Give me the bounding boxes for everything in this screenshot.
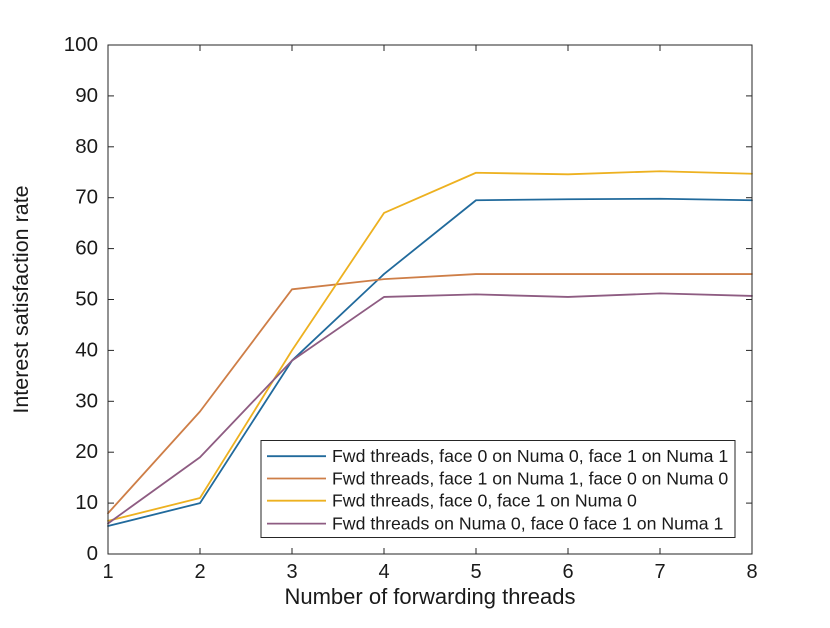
svg-text:2: 2 [194, 561, 205, 583]
svg-text:1: 1 [102, 561, 113, 583]
svg-text:0: 0 [87, 542, 98, 565]
svg-text:6: 6 [562, 561, 573, 583]
svg-text:70: 70 [75, 186, 98, 209]
svg-text:20: 20 [75, 440, 98, 463]
svg-text:100: 100 [64, 33, 98, 56]
svg-text:5: 5 [470, 561, 481, 583]
svg-text:4: 4 [378, 561, 389, 583]
svg-text:90: 90 [75, 84, 98, 107]
svg-text:40: 40 [75, 338, 98, 361]
svg-text:Number of forwarding threads: Number of forwarding threads [284, 584, 575, 609]
svg-text:30: 30 [75, 389, 98, 412]
svg-text:Fwd threads, face 0, face 1 on: Fwd threads, face 0, face 1 on Numa 0 [332, 491, 637, 511]
svg-text:Fwd threads, face 0 on Numa 0,: Fwd threads, face 0 on Numa 0, face 1 on… [332, 446, 728, 466]
svg-text:Interest satisfaction rate: Interest satisfaction rate [9, 185, 33, 413]
svg-text:Fwd threads, face 1 on Numa 1,: Fwd threads, face 1 on Numa 1, face 0 on… [332, 469, 728, 489]
svg-text:10: 10 [75, 491, 98, 514]
svg-text:60: 60 [75, 237, 98, 260]
svg-text:8: 8 [746, 561, 757, 583]
svg-text:80: 80 [75, 135, 98, 158]
svg-text:Fwd threads on Numa 0, face 0: Fwd threads on Numa 0, face 0 face 1 on … [332, 514, 723, 534]
svg-text:50: 50 [75, 288, 98, 311]
svg-text:3: 3 [286, 561, 297, 583]
svg-text:7: 7 [654, 561, 665, 583]
